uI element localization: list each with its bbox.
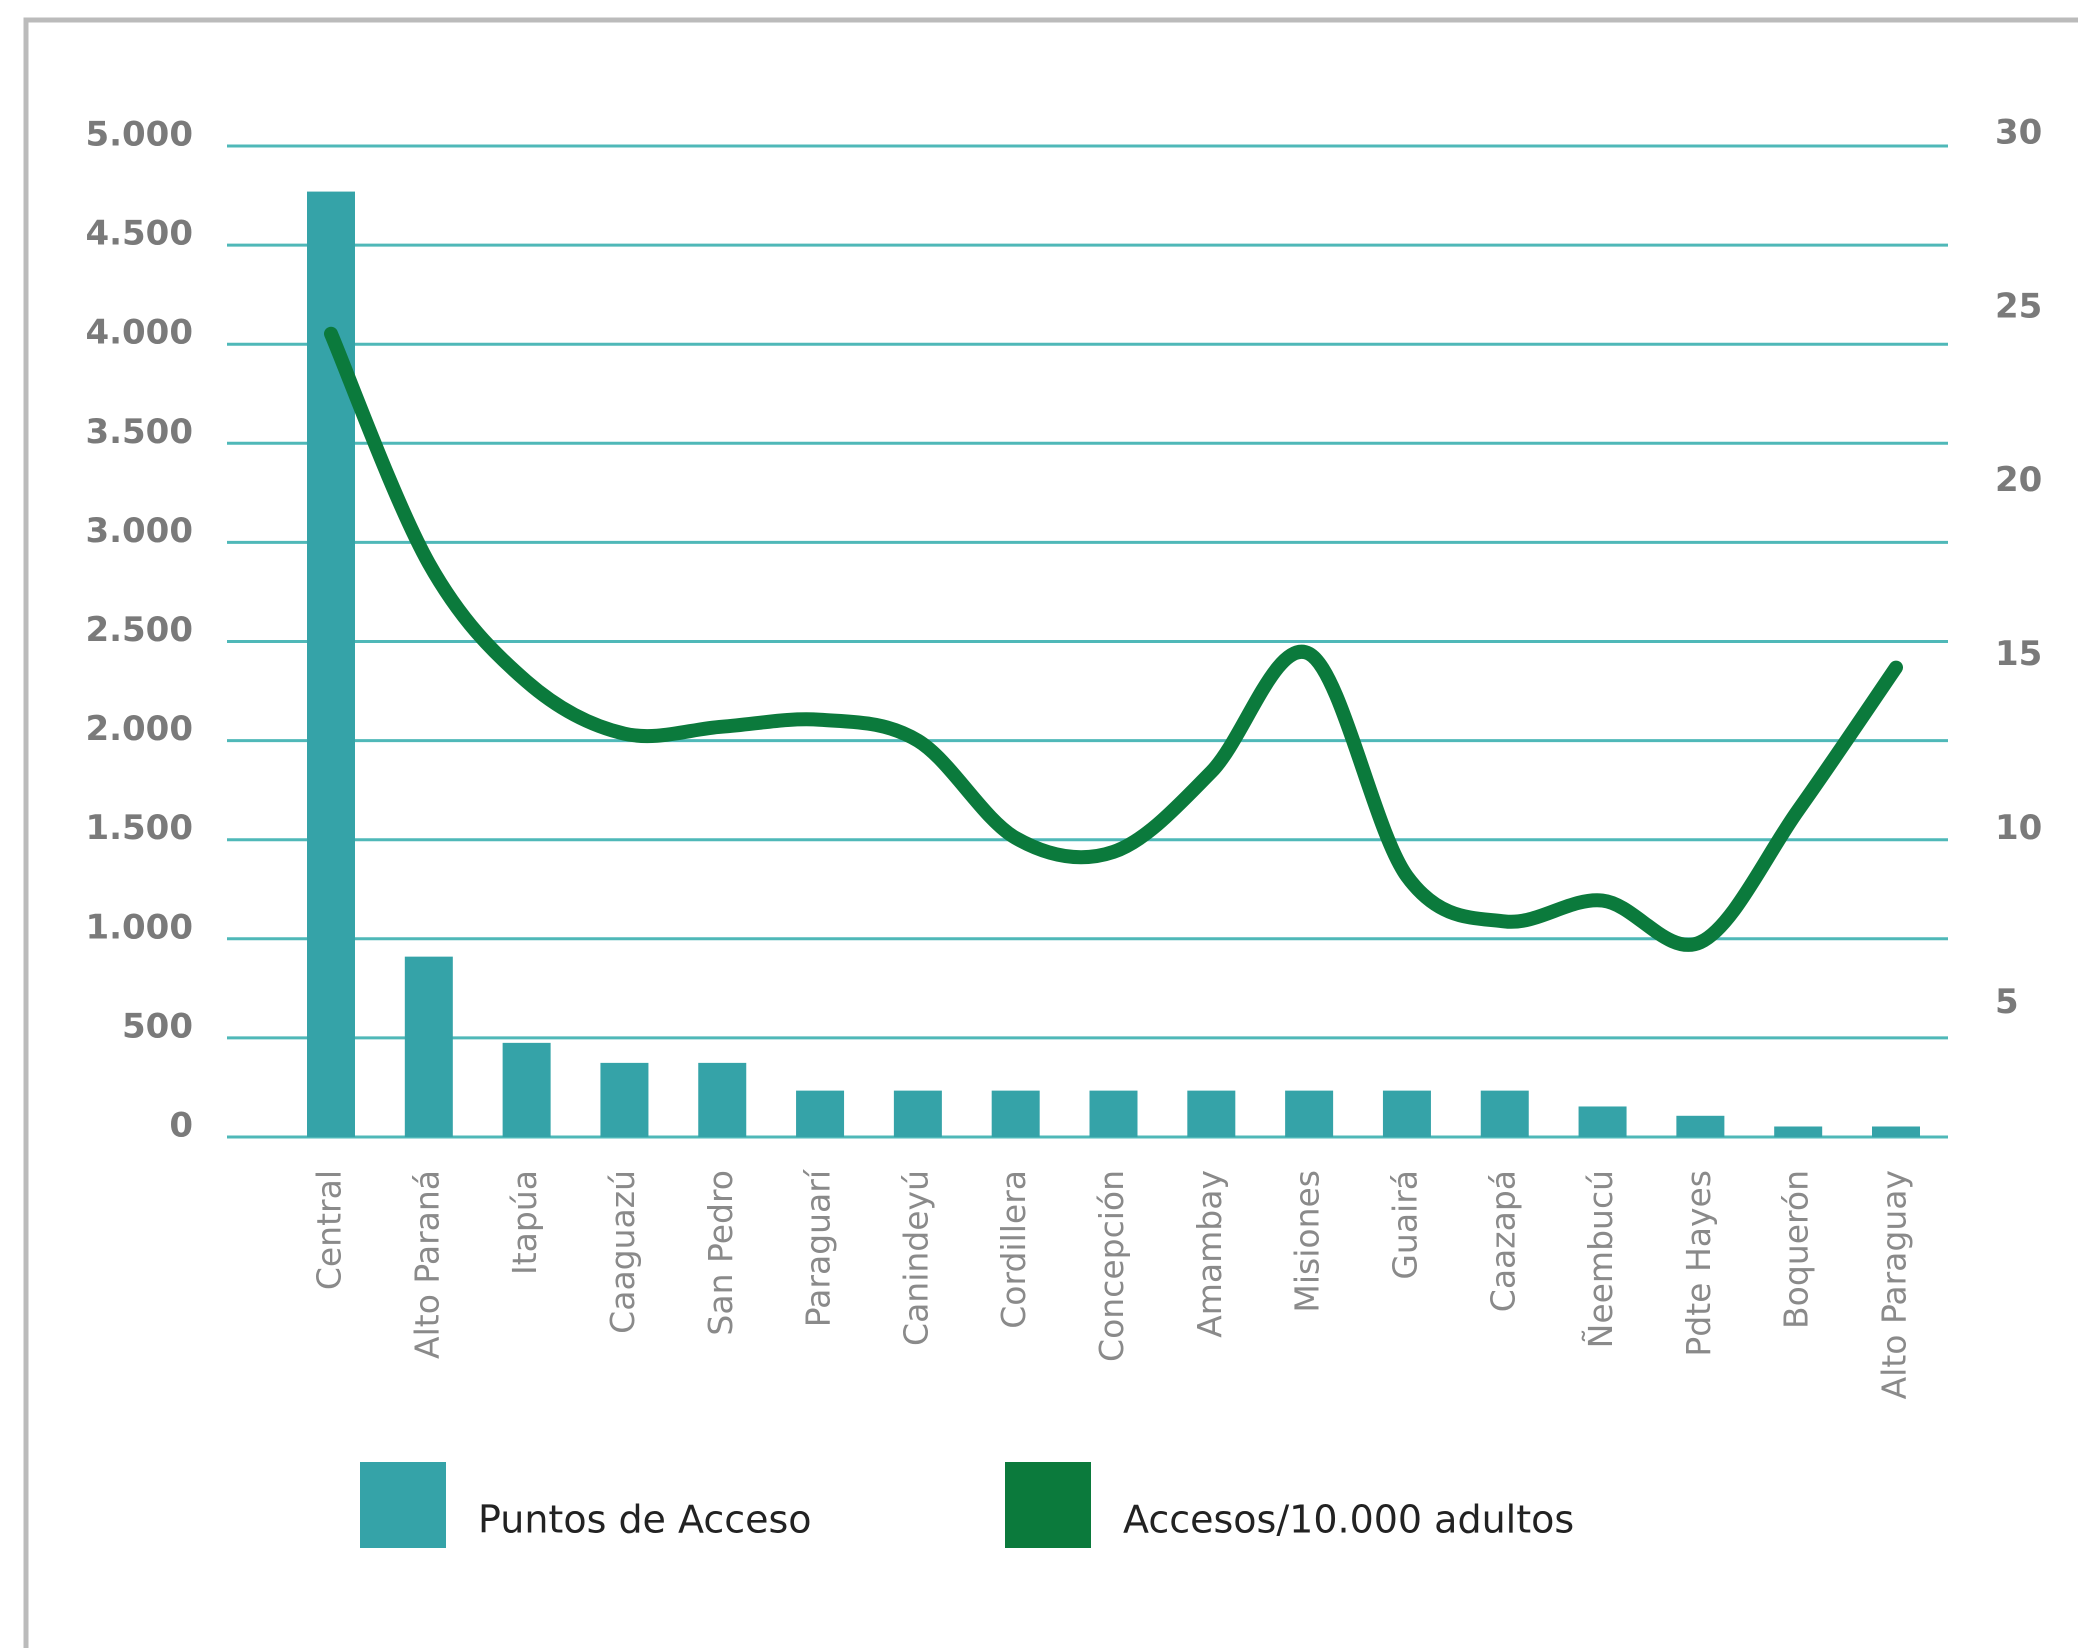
- x-tick-label: Misiones: [1288, 1170, 1327, 1313]
- y2-tick-label: 30: [1995, 113, 2042, 153]
- y2-tick-label: 15: [1995, 634, 2042, 674]
- bar: [1285, 1090, 1334, 1137]
- y2-tick-label: 10: [1995, 808, 2042, 848]
- bar: [698, 1062, 747, 1137]
- line: [324, 326, 1903, 952]
- bar: [1872, 1126, 1920, 1137]
- frame: [23, 17, 2078, 1648]
- x-tick-label: Itapúa: [505, 1170, 544, 1275]
- x-tick-label: Pdte Hayes: [1679, 1170, 1718, 1357]
- y2-tick-label: 25: [1995, 286, 2042, 326]
- x-tick-label: Ñeembucú: [1581, 1170, 1620, 1348]
- x-tick-label: San Pedro: [701, 1170, 740, 1336]
- x-tick-label: Paraguarí: [799, 1168, 838, 1327]
- x-tick-label: Amambay: [1190, 1170, 1229, 1338]
- bar: [1774, 1126, 1823, 1137]
- x-tick-label: Guairá: [1385, 1170, 1424, 1280]
- legend-swatch: [360, 1462, 446, 1548]
- y-tick-label: 0: [169, 1106, 193, 1146]
- bar: [1578, 1106, 1627, 1137]
- legend-label: Puntos de Acceso: [478, 1498, 812, 1542]
- bar: [796, 1090, 845, 1137]
- x-tick-label: Canindeyú: [896, 1170, 935, 1346]
- bar: [991, 1090, 1040, 1137]
- x-tick-label: Caaguazú: [603, 1170, 642, 1334]
- x-tick-label: Boquerón: [1777, 1170, 1816, 1329]
- x-tick-label: Alto Paraná: [407, 1170, 446, 1359]
- bar: [1676, 1115, 1725, 1137]
- y-tick-label: 5.000: [85, 115, 193, 155]
- bar: [1382, 1090, 1431, 1137]
- x-tick-label: Concepción: [1092, 1170, 1131, 1362]
- bar: [600, 1062, 649, 1137]
- x-tick-label: Caazapá: [1483, 1170, 1522, 1312]
- y-tick-label: 4.000: [85, 313, 193, 353]
- y-tick-label: 500: [122, 1006, 193, 1046]
- legend-swatch: [1005, 1462, 1091, 1548]
- y2-tick-label: 5: [1995, 982, 2019, 1022]
- y-tick-label: 3.500: [85, 412, 193, 452]
- y-tick-label: 2.000: [85, 709, 193, 749]
- x-tick-label: Central: [310, 1170, 349, 1290]
- y-tick-label: 3.000: [85, 511, 193, 551]
- bar: [1089, 1090, 1138, 1137]
- x-tick-label: Alto Paraguay: [1875, 1170, 1914, 1399]
- y-tick-label: 1.500: [85, 808, 193, 848]
- y-tick-label: 2.500: [85, 610, 193, 650]
- bar: [404, 956, 453, 1137]
- bar: [893, 1090, 942, 1137]
- y-tick-label: 1.000: [85, 907, 193, 947]
- bar: [1187, 1090, 1236, 1137]
- bar: [1480, 1090, 1529, 1137]
- y2-tick-label: 20: [1995, 460, 2042, 500]
- y-tick-label: 4.500: [85, 214, 193, 254]
- bar: [502, 1042, 551, 1137]
- x-tick-label: Cordillera: [994, 1170, 1033, 1329]
- legend-label: Accesos/10.000 adultos: [1123, 1498, 1574, 1542]
